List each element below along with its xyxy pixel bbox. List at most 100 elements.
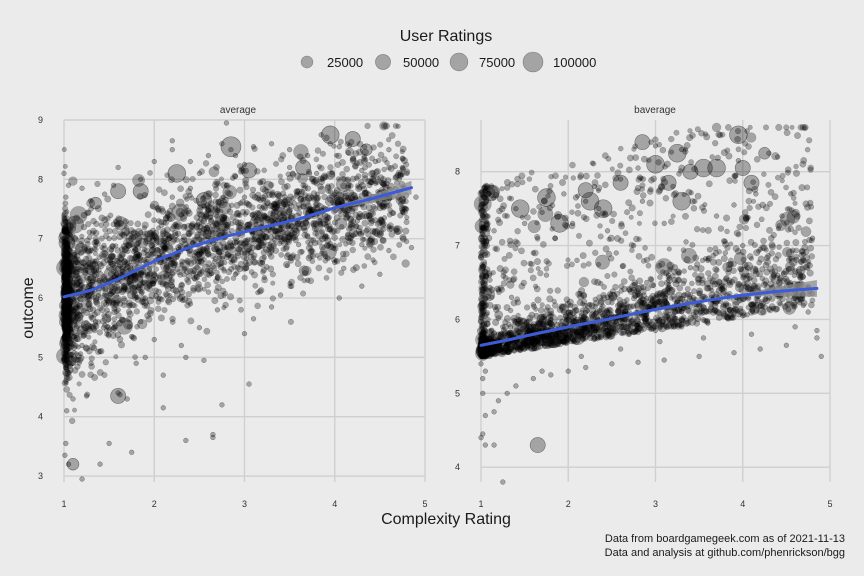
data-point: [234, 249, 242, 257]
data-point: [576, 232, 582, 239]
data-point: [266, 247, 272, 253]
data-point: [666, 246, 672, 252]
data-point: [775, 123, 783, 131]
data-point: [191, 259, 197, 265]
data-point: [631, 279, 638, 287]
data-point: [61, 205, 69, 212]
data-point: [373, 168, 380, 176]
data-point: [760, 308, 767, 316]
data-point: [781, 303, 789, 310]
data-point: [373, 227, 385, 238]
data-point: [519, 179, 526, 186]
data-point: [624, 297, 630, 303]
data-point: [205, 152, 212, 159]
data-point: [221, 305, 227, 311]
data-point: [547, 287, 554, 294]
data-point: [719, 309, 727, 317]
x-tick-label: 5: [422, 499, 427, 509]
data-point: [337, 242, 343, 248]
data-point: [282, 197, 288, 203]
data-point: [60, 248, 68, 256]
data-point: [294, 188, 301, 195]
data-point: [548, 311, 555, 317]
data-point: [366, 182, 373, 189]
data-point: [339, 250, 347, 257]
data-point: [804, 146, 811, 153]
data-point: [694, 126, 701, 133]
y-tick-label: 7: [38, 234, 43, 244]
data-point: [371, 228, 378, 236]
data-point: [636, 210, 643, 217]
data-point: [220, 215, 227, 222]
data-point: [164, 213, 171, 220]
data-point: [770, 231, 777, 239]
data-point: [72, 305, 78, 311]
data-point: [363, 227, 370, 234]
data-point: [756, 259, 762, 266]
data-point: [302, 227, 308, 234]
data-point: [185, 238, 193, 245]
data-point: [222, 259, 228, 266]
data-point: [359, 283, 365, 289]
data-point: [66, 300, 74, 308]
data-point: [361, 236, 367, 242]
data-point: [169, 271, 176, 277]
data-point: [386, 224, 392, 230]
data-point: [363, 157, 369, 163]
data-point: [533, 306, 539, 312]
data-point: [286, 147, 293, 153]
data-point: [261, 193, 269, 200]
data-point: [213, 288, 220, 295]
data-point: [60, 288, 68, 295]
data-point: [802, 200, 810, 208]
data-point: [309, 258, 316, 264]
data-point: [170, 236, 178, 243]
data-point: [104, 215, 111, 222]
data-point: [132, 247, 139, 253]
data-point: [175, 207, 186, 218]
data-point: [260, 214, 267, 221]
data-point: [253, 244, 260, 251]
data-point: [134, 220, 142, 228]
data-point: [214, 307, 221, 313]
data-point: [753, 301, 760, 308]
data-point: [755, 203, 762, 210]
data-point: [278, 252, 284, 258]
data-point: [76, 381, 82, 387]
data-point: [317, 220, 323, 226]
data-point: [171, 229, 179, 237]
data-point: [197, 271, 203, 277]
data-point: [61, 236, 67, 242]
data-point: [73, 324, 80, 331]
data-point: [156, 270, 173, 286]
data-point: [125, 260, 131, 267]
data-point: [187, 301, 194, 307]
data-point: [379, 121, 389, 131]
data-point: [355, 183, 361, 189]
data-point: [233, 201, 241, 209]
data-point: [499, 186, 505, 192]
data-point: [304, 232, 311, 239]
data-point: [67, 313, 73, 319]
data-point: [740, 256, 747, 263]
data-point: [635, 253, 643, 260]
data-point: [381, 156, 388, 163]
data-point: [636, 174, 643, 181]
data-point: [101, 371, 108, 378]
data-point: [75, 311, 83, 319]
data-point: [577, 172, 585, 179]
data-point: [242, 211, 248, 217]
data-point: [688, 190, 694, 196]
data-point: [62, 309, 69, 317]
data-point: [720, 255, 728, 262]
data-point: [502, 266, 509, 274]
data-point: [215, 207, 221, 213]
data-point: [93, 277, 99, 283]
data-point: [69, 225, 77, 233]
data-point: [537, 307, 545, 314]
data-point: [64, 266, 70, 273]
data-point: [62, 163, 68, 169]
data-point: [236, 186, 244, 194]
legend: User Ratings 25000 50000 75000 100000: [300, 28, 596, 73]
